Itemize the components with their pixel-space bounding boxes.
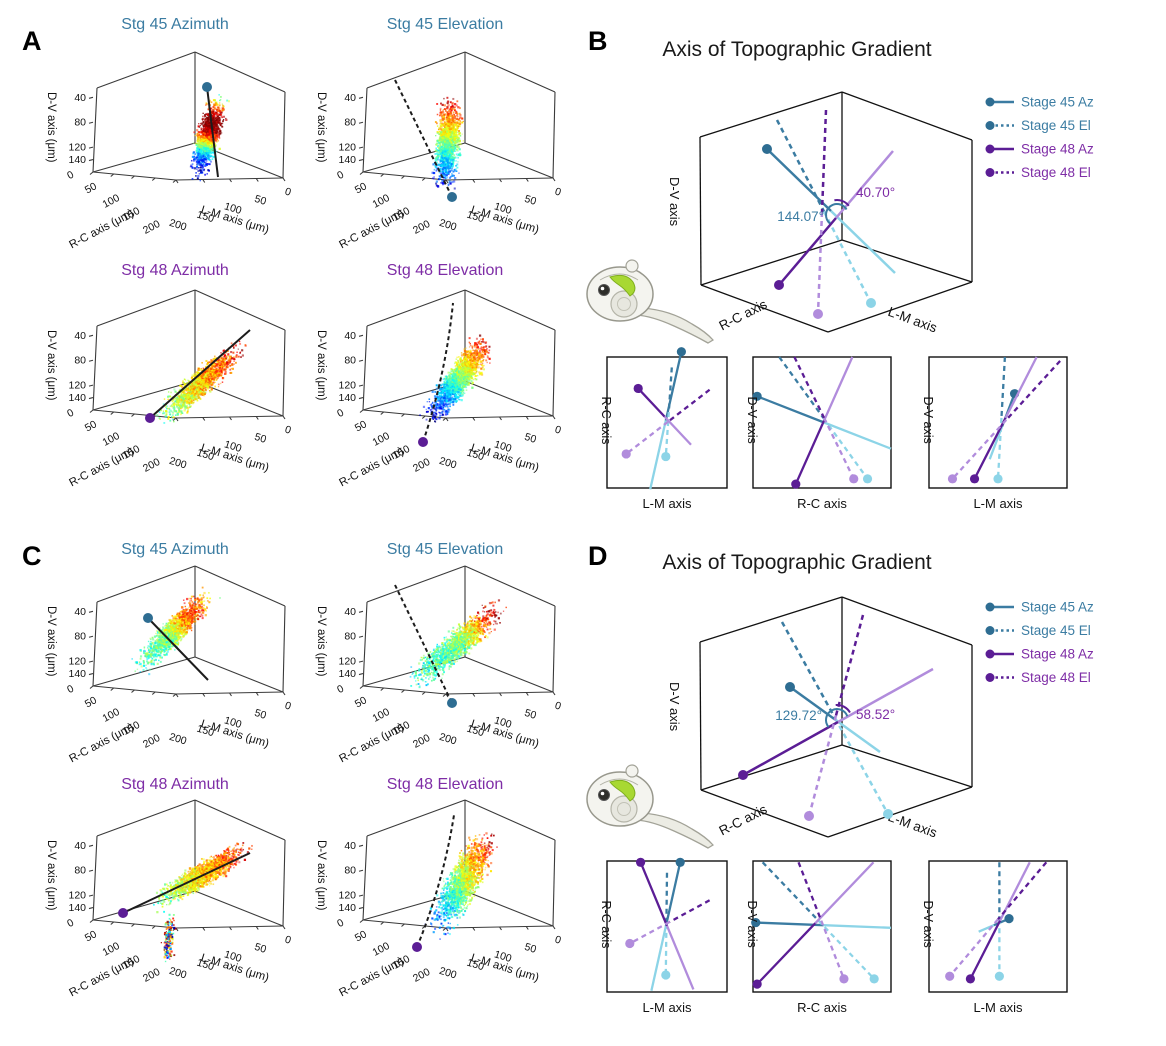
scatter3d-3 [310,252,580,510]
panel-label-c: C [22,541,42,571]
legend-d: Stage 45 Az Stage 45 El Stage 48 Az Stage 4… [985,600,1094,685]
proj-xlabel-d-0: L-M axis [642,1000,692,1015]
proj-xlabel-b-2: L-M axis [973,496,1023,511]
scatter3d-6 [40,762,310,1020]
gradient-cube-b: D-V axis R-C axis L-M axis 144.07° 40.70° [667,91,973,336]
scatter3d-0 [40,14,310,272]
cube-lm-axis-label: L-M axis [886,809,939,841]
scatter3d-7 [310,762,580,1020]
proj-ylabel-b-0: R-C axis [599,397,613,445]
proj-ylabel-d-2: D-V axis [921,901,935,948]
legend-item-d-3: Stage 48 El [1021,670,1091,685]
legend-item-b-3: Stage 48 El [1021,165,1091,180]
legend-item-d-1: Stage 45 El [1021,623,1091,638]
cube-dv-axis-label: D-V axis [667,682,682,732]
panel-label-b: B [588,26,608,56]
angle-label-d-0: 129.72° [775,708,822,723]
angle-label-b-0: 144.07° [777,209,824,224]
legend-item-b-2: Stage 48 Az [1021,142,1094,157]
legend-item-d-2: Stage 48 Az [1021,647,1094,662]
panel-label-a: A [22,26,42,56]
cube-rc-axis-label: R-C axis [716,296,769,333]
legend-item-d-0: Stage 45 Az [1021,600,1094,615]
proj-xlabel-b-0: L-M axis [642,496,692,511]
panel-b-title: Axis of Topographic Gradient [662,38,932,61]
angle-label-b-1: 40.70° [856,185,895,200]
scatter3d-4 [40,528,310,786]
proj-xlabel-d-1: R-C axis [797,1000,847,1015]
proj-xlabel-d-2: L-M axis [973,1000,1023,1015]
scatter3d-2 [40,252,310,510]
proj-ylabel-b-1: D-V axis [745,397,759,444]
cube-rc-axis-label: R-C axis [716,801,769,838]
cube-lm-axis-label: L-M axis [886,304,939,336]
proj-ylabel-b-2: D-V axis [921,397,935,444]
legend-item-b-1: Stage 45 El [1021,118,1091,133]
panel-label-d: D [588,541,608,571]
scatter3d-1 [310,14,580,272]
projection-plots-b: L-M axis R-C axis R-C axis D-V axis L-M axis… [599,347,1068,511]
cube-dv-axis-label: D-V axis [667,177,682,227]
proj-xlabel-b-1: R-C axis [797,496,847,511]
proj-ylabel-d-1: D-V axis [745,901,759,948]
gradient-cube-d: D-V axis R-C axis L-M axis 129.72° 58.52° [667,596,973,841]
scatter3d-5 [310,528,580,786]
projection-plots-d: L-M axis R-C axis R-C axis D-V axis L-M axis… [599,857,1068,1015]
proj-ylabel-d-0: R-C axis [599,901,613,949]
legend-b: Stage 45 Az Stage 45 El Stage 48 Az Stage 4… [985,95,1094,180]
tadpole-icon [586,764,715,849]
legend-item-b-0: Stage 45 Az [1021,95,1094,110]
panel-d-title: Axis of Topographic Gradient [662,551,932,574]
tadpole-icon [586,259,715,344]
angle-label-d-1: 58.52° [856,707,895,722]
